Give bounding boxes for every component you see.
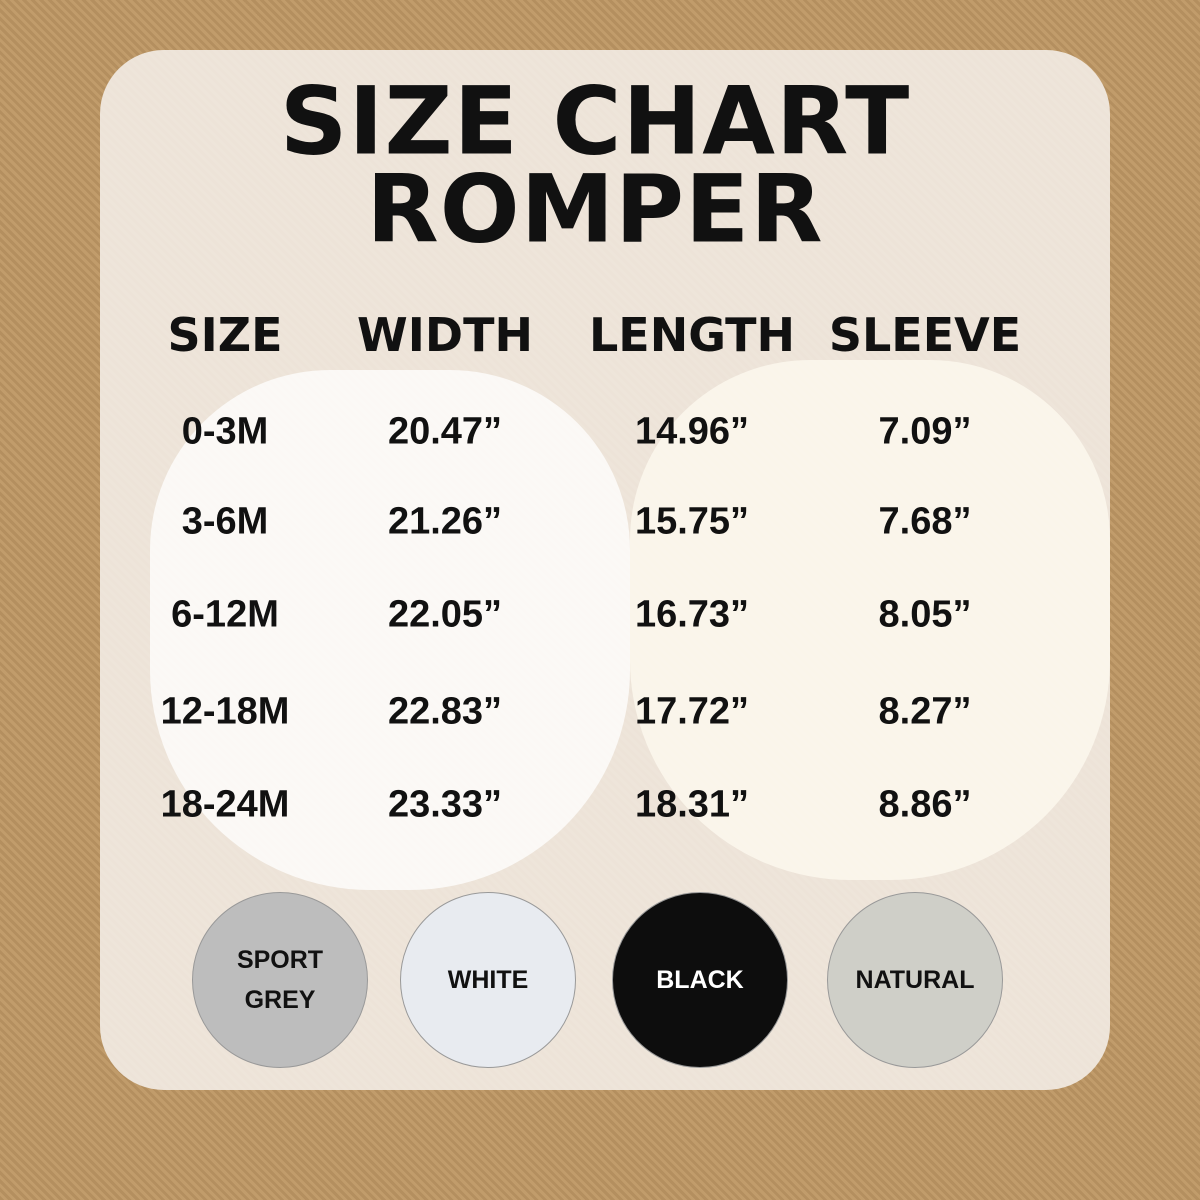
table-cell: 8.86” bbox=[878, 783, 972, 826]
table-cell: 12-18M bbox=[160, 690, 290, 733]
table-cell: 7.09” bbox=[878, 410, 972, 453]
color-swatch: SPORT GREY bbox=[192, 892, 368, 1068]
table-cell: 17.72” bbox=[634, 690, 750, 733]
subtitle: ROMPER bbox=[366, 155, 824, 265]
column-header: SIZE bbox=[167, 308, 283, 362]
table-cell: 18.31” bbox=[634, 783, 750, 826]
table-cell: 22.83” bbox=[387, 690, 503, 733]
table-cell: 22.05” bbox=[387, 593, 503, 636]
column-header: SLEEVE bbox=[828, 308, 1022, 362]
table-cell: 18-24M bbox=[160, 783, 290, 826]
color-swatch: WHITE bbox=[400, 892, 576, 1068]
color-swatch: BLACK bbox=[612, 892, 788, 1068]
romper-right bbox=[630, 360, 1110, 880]
column-header: WIDTH bbox=[357, 308, 533, 362]
table-cell: 14.96” bbox=[634, 410, 750, 453]
table-cell: 16.73” bbox=[634, 593, 750, 636]
color-swatch: NATURAL bbox=[827, 892, 1003, 1068]
table-cell: 23.33” bbox=[387, 783, 503, 826]
table-cell: 15.75” bbox=[634, 500, 750, 543]
table-cell: 8.05” bbox=[878, 593, 972, 636]
title: SIZE CHART bbox=[279, 67, 911, 177]
table-cell: 8.27” bbox=[878, 690, 972, 733]
column-header: LENGTH bbox=[588, 308, 796, 362]
table-cell: 21.26” bbox=[387, 500, 503, 543]
romper-left bbox=[150, 370, 630, 890]
table-cell: 6-12M bbox=[171, 593, 279, 636]
table-cell: 7.68” bbox=[878, 500, 972, 543]
table-cell: 3-6M bbox=[181, 500, 269, 543]
table-cell: 20.47” bbox=[387, 410, 503, 453]
table-cell: 0-3M bbox=[181, 410, 269, 453]
